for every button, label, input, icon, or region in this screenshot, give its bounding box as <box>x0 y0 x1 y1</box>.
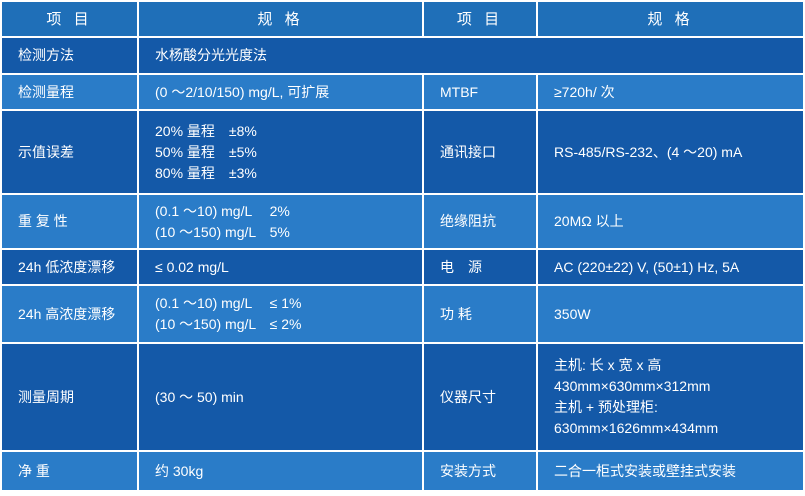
header-spec-2: 规 格 <box>538 2 803 38</box>
value-line: RS-485/RS-232、(4 ～20) mA <box>554 143 743 160</box>
row-label: 仪器尺寸 <box>424 344 538 452</box>
row-value: AC (220±22) V, (50±1) Hz, 5A <box>538 250 803 286</box>
value-line: (0.1 ～10) mg/L 2% <box>155 202 290 219</box>
row-label: 测量周期 <box>2 344 139 452</box>
row-value: (0.1 ～10) mg/L ≤ 1% (10 ～150) mg/L ≤ 2% <box>139 286 424 344</box>
value-line: ≥720h/ 次 <box>554 83 615 100</box>
row-value: ≥720h/ 次 <box>538 75 803 111</box>
table-row: 24h 高浓度漂移 (0.1 ～10) mg/L ≤ 1% (10 ～150) … <box>2 286 803 344</box>
row-value: 350W <box>538 286 803 344</box>
header-spec-1: 规 格 <box>139 2 424 38</box>
value-line: 约 30kg <box>155 462 204 479</box>
value-line: (10 ～150) mg/L 5% <box>155 223 290 240</box>
table-row: 检测量程 (0 ～2/10/150) mg/L, 可扩展 MTBF ≥720h/… <box>2 75 803 111</box>
row-value: RS-485/RS-232、(4 ～20) mA <box>538 111 803 195</box>
header-item-2: 项 目 <box>424 2 538 38</box>
header-item-1: 项 目 <box>2 2 139 38</box>
value-line: 20MΩ 以上 <box>554 213 624 229</box>
value-line: 二合一柜式安装或壁挂式安装 <box>554 462 736 479</box>
table-row: 检测方法 水杨酸分光光度法 <box>2 38 803 75</box>
value-line: 350W <box>554 305 591 322</box>
table-row: 示值误差 20% 量程 ±8% 50% 量程 ±5% 80% 量程 ±3% 通讯… <box>2 111 803 195</box>
value-line: (30 ～ 50) min <box>155 388 244 405</box>
value-line: 20% 量程 ±8% <box>155 122 257 139</box>
row-label: 24h 高浓度漂移 <box>2 286 139 344</box>
row-value: ≤ 0.02 mg/L <box>139 250 424 286</box>
value-line: 主机 + 预处理柜: <box>554 399 658 415</box>
value-line: 80% 量程 ±3% <box>155 164 257 181</box>
value-line: (0 ～2/10/150) mg/L, 可扩展 <box>155 83 330 100</box>
row-label: 重 复 性 <box>2 195 139 250</box>
value-line: 630mm×1626mm×434mm <box>554 420 719 436</box>
table-row: 净 重 约 30kg 安装方式 二合一柜式安装或壁挂式安装 <box>2 452 803 492</box>
row-label: 示值误差 <box>2 111 139 195</box>
value-line: 50% 量程 ±5% <box>155 143 257 160</box>
header-row: 项 目 规 格 项 目 规 格 <box>2 2 803 38</box>
value-line: (0.1 ～10) mg/L ≤ 1% <box>155 295 302 311</box>
row-label: 绝缘阻抗 <box>424 195 538 250</box>
value-line: AC (220±22) V, (50±1) Hz, 5A <box>554 258 740 275</box>
row-label: 电 源 <box>424 250 538 286</box>
row-label: MTBF <box>424 75 538 111</box>
row-label: 检测方法 <box>2 38 139 75</box>
value-line: 430mm×630mm×312mm <box>554 378 711 394</box>
row-value: 主机: 长 x 宽 x 高 430mm×630mm×312mm 主机 + 预处理… <box>538 344 803 452</box>
row-value: 20% 量程 ±8% 50% 量程 ±5% 80% 量程 ±3% <box>139 111 424 195</box>
row-value: (0.1 ～10) mg/L 2% (10 ～150) mg/L 5% <box>139 195 424 250</box>
row-value: 二合一柜式安装或壁挂式安装 <box>538 452 803 492</box>
row-value: 水杨酸分光光度法 <box>139 38 803 75</box>
row-label: 24h 低浓度漂移 <box>2 250 139 286</box>
table-row: 测量周期 (30 ～ 50) min 仪器尺寸 主机: 长 x 宽 x 高 43… <box>2 344 803 452</box>
table-row: 重 复 性 (0.1 ～10) mg/L 2% (10 ～150) mg/L 5… <box>2 195 803 250</box>
row-value: 20MΩ 以上 <box>538 195 803 250</box>
row-value: (0 ～2/10/150) mg/L, 可扩展 <box>139 75 424 111</box>
value-line: ≤ 0.02 mg/L <box>155 258 229 275</box>
row-label: 净 重 <box>2 452 139 492</box>
table-row: 24h 低浓度漂移 ≤ 0.02 mg/L 电 源 AC (220±22) V,… <box>2 250 803 286</box>
row-label: 检测量程 <box>2 75 139 111</box>
row-label: 功 耗 <box>424 286 538 344</box>
row-value: 约 30kg <box>139 452 424 492</box>
row-label: 通讯接口 <box>424 111 538 195</box>
value-line: 水杨酸分光光度法 <box>155 47 267 63</box>
value-line: 主机: 长 x 宽 x 高 <box>554 357 662 373</box>
row-label: 安装方式 <box>424 452 538 492</box>
value-line: (10 ～150) mg/L ≤ 2% <box>155 316 302 332</box>
row-value: (30 ～ 50) min <box>139 344 424 452</box>
